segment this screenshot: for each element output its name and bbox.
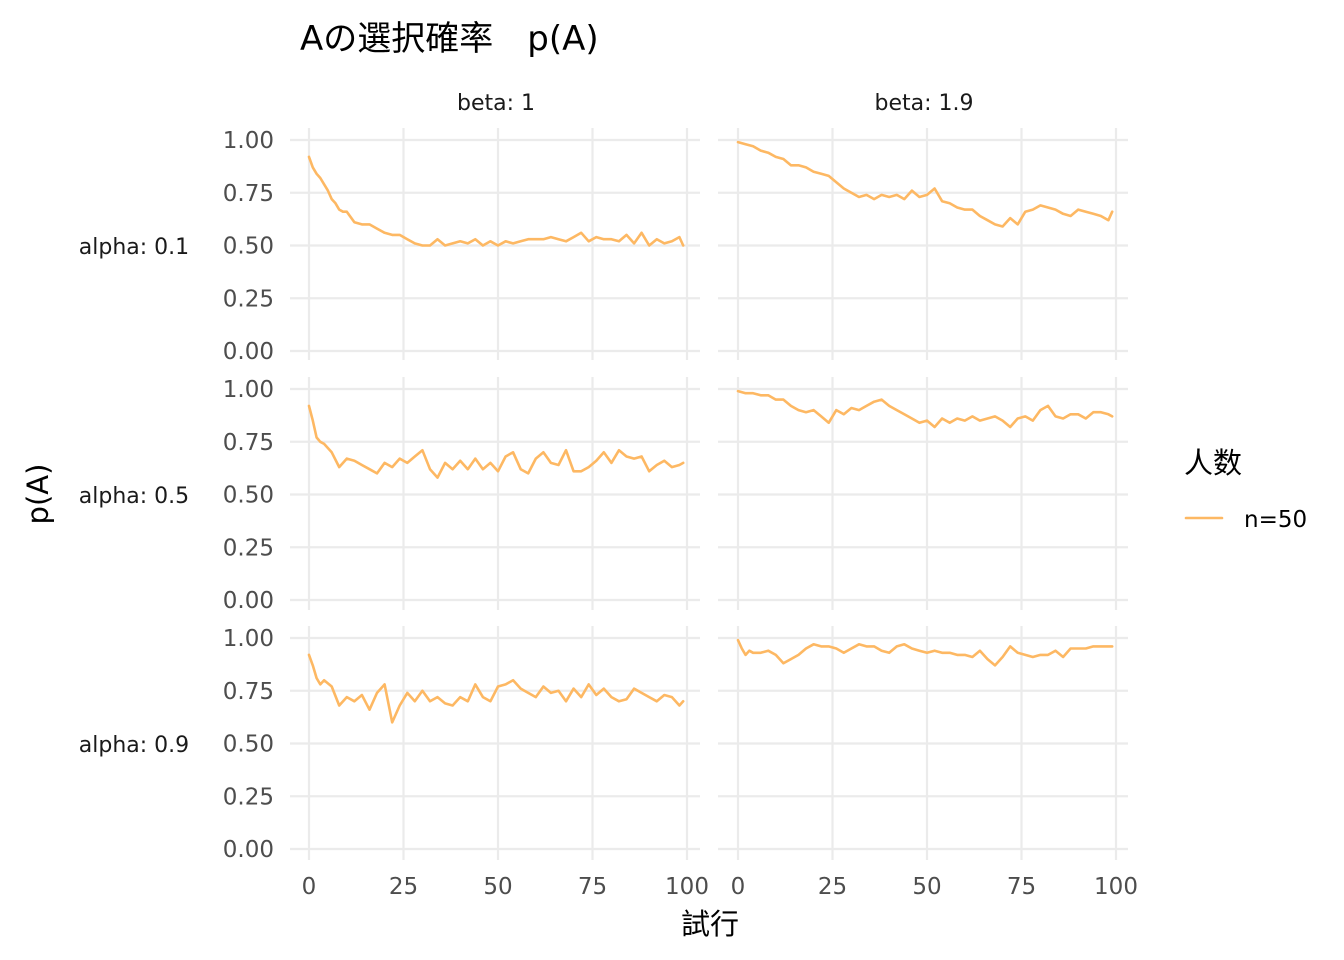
legend-entry-label: n=50: [1244, 507, 1307, 533]
series-line-n50: [736, 140, 1114, 228]
x-tick-label: 100: [1094, 874, 1138, 900]
y-axis-title: p(A): [21, 464, 55, 525]
x-tick-label: 50: [483, 874, 512, 900]
x-tick-label: 50: [912, 874, 941, 900]
facet-panel: [290, 626, 700, 860]
facet-row-label-alpha-0-9: alpha: 0.9: [79, 733, 189, 758]
facet-col-label-beta-1: beta: 1: [457, 91, 535, 116]
facet-panel: [718, 128, 1128, 360]
series-line-n50: [736, 638, 1114, 667]
y-tick-label: 0.00: [223, 837, 274, 863]
y-tick-label: 0.50: [223, 234, 274, 260]
facet-col-label-beta-1-9: beta: 1.9: [875, 91, 974, 116]
series-line-n50: [307, 155, 685, 247]
facet-panels: 0.00 0.25 0.50 0.75 1.00 0.00 0.25 0.50 0.75 1.00…: [223, 128, 1138, 900]
x-tick-label: 0: [302, 874, 317, 900]
y-tick-label: 0.25: [223, 784, 274, 810]
x-tick-label: 25: [389, 874, 418, 900]
y-tick-label: 0.00: [223, 339, 274, 365]
x-axis-title: 試行: [681, 907, 739, 941]
y-tick-label: 0.50: [223, 483, 274, 509]
y-tick-label: 0.00: [223, 588, 274, 614]
x-tick-label: 100: [665, 874, 709, 900]
series-line-n50: [307, 653, 685, 724]
y-tick-label: 0.50: [223, 732, 274, 758]
legend: 人数 n=50: [1184, 446, 1307, 533]
legend-title: 人数: [1184, 446, 1242, 480]
y-tick-label: 0.75: [223, 430, 274, 456]
y-tick-label: 0.25: [223, 535, 274, 561]
y-tick-label: 0.75: [223, 181, 274, 207]
y-tick-label: 1.00: [223, 128, 274, 154]
facet-panel: [718, 626, 1128, 860]
x-tick-label: 0: [731, 874, 746, 900]
series-line-n50: [307, 404, 685, 479]
facet-row-label-alpha-0-5: alpha: 0.5: [79, 484, 189, 509]
x-tick-label: 75: [578, 874, 607, 900]
facet-row-label-alpha-0-1: alpha: 0.1: [79, 235, 189, 260]
facet-panel: [290, 128, 700, 360]
chart-title: Aの選択確率 p(A): [300, 19, 599, 59]
facet-panel: [718, 377, 1128, 610]
y-tick-label: 1.00: [223, 626, 274, 652]
series-line-n50: [736, 389, 1114, 429]
facet-panel: [290, 377, 700, 610]
x-tick-label: 25: [818, 874, 847, 900]
y-tick-label: 0.25: [223, 286, 274, 312]
y-tick-label: 0.75: [223, 679, 274, 705]
y-tick-label: 1.00: [223, 377, 274, 403]
x-tick-label: 75: [1007, 874, 1036, 900]
